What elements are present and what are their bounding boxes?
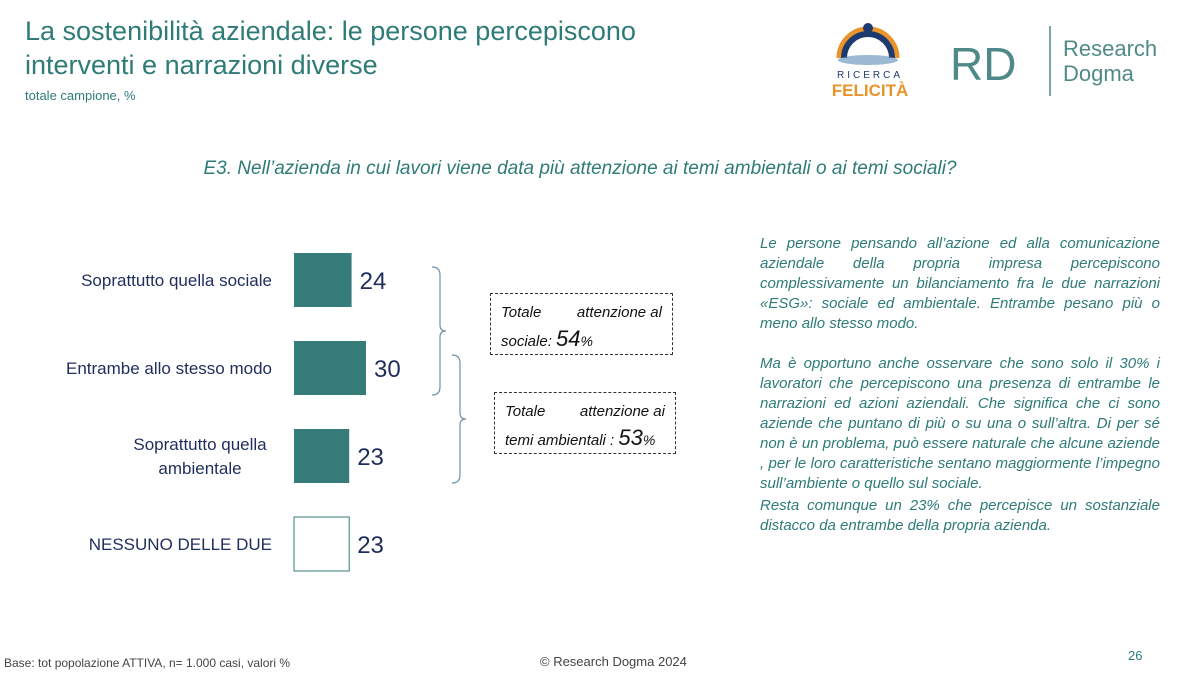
box-label: Totale [501, 304, 542, 321]
bracket-environmental [451, 354, 467, 484]
page-subtitle: totale campione, % [25, 88, 136, 103]
box-label: attenzione al [576, 304, 662, 321]
bar-value-label: 30 [374, 356, 401, 383]
commentary-paragraph: Ma è opportuno anche osservare che sono … [760, 355, 1160, 492]
page-number: 26 [1128, 648, 1143, 663]
bar-1 [294, 341, 366, 395]
bar-value-label: 23 [357, 532, 384, 559]
category-label: NESSUNO DELLE DUE [89, 535, 272, 554]
bar-value-label: 24 [360, 268, 387, 295]
bar-chart: 24 Soprattutto quella sociale 30 Entrambe a… [66, 253, 467, 572]
box-unit: % [580, 333, 593, 349]
footer-copyright: © Research Dogma 2024 [540, 654, 687, 669]
commentary-paragraph: Resta comunque un 23% che percepisce un … [760, 497, 1160, 534]
box-value: 53 [618, 425, 643, 450]
summary-box-social: Totale attenzione al sociale: 54% [490, 293, 673, 355]
rd-name-1: Research [1063, 36, 1157, 61]
commentary: Le persone pensando all’azione ed alla c… [760, 234, 1160, 556]
bar-value-label: 23 [357, 444, 384, 471]
box-label: temi ambientali : [505, 432, 615, 449]
survey-question: E3. Nell’azienda in cui lavori viene dat… [203, 158, 957, 179]
summary-box-environmental: Totale attenzione ai temi ambientali : 53… [494, 392, 676, 454]
page-title: La sostenibilità aziendale: le persone p… [25, 16, 636, 80]
felicita-logo-top: RICERCA [837, 70, 903, 81]
rd-name-2: Dogma [1063, 61, 1135, 86]
category-label: ambientale [158, 459, 241, 478]
box-value: 54 [556, 326, 581, 351]
footer-base-note: Base: tot popolazione ATTIVA, n= 1.000 c… [4, 656, 291, 670]
bar-0 [294, 253, 352, 307]
category-label: Entrambe allo stesso modo [66, 359, 272, 378]
logos: RICERCA FELICITÀ RD Research Dogma [832, 23, 1157, 100]
commentary-paragraph: Le persone pensando all’azione ed alla c… [760, 235, 1160, 332]
bar-2 [294, 429, 350, 483]
box-label: attenzione ai [579, 403, 665, 420]
category-label: Soprattutto quella [133, 435, 267, 454]
bracket-social [431, 266, 447, 396]
box-label: Totale [505, 403, 546, 420]
category-label: Soprattutto quella sociale [81, 271, 272, 290]
felicita-logo-bottom: FELICITÀ [832, 81, 909, 100]
box-label: sociale: [501, 333, 552, 350]
rd-mark: RD [950, 38, 1016, 90]
box-unit: % [642, 432, 656, 448]
bar-3 [293, 516, 350, 572]
ricerca-felicita-logo: RICERCA FELICITÀ [832, 23, 909, 100]
